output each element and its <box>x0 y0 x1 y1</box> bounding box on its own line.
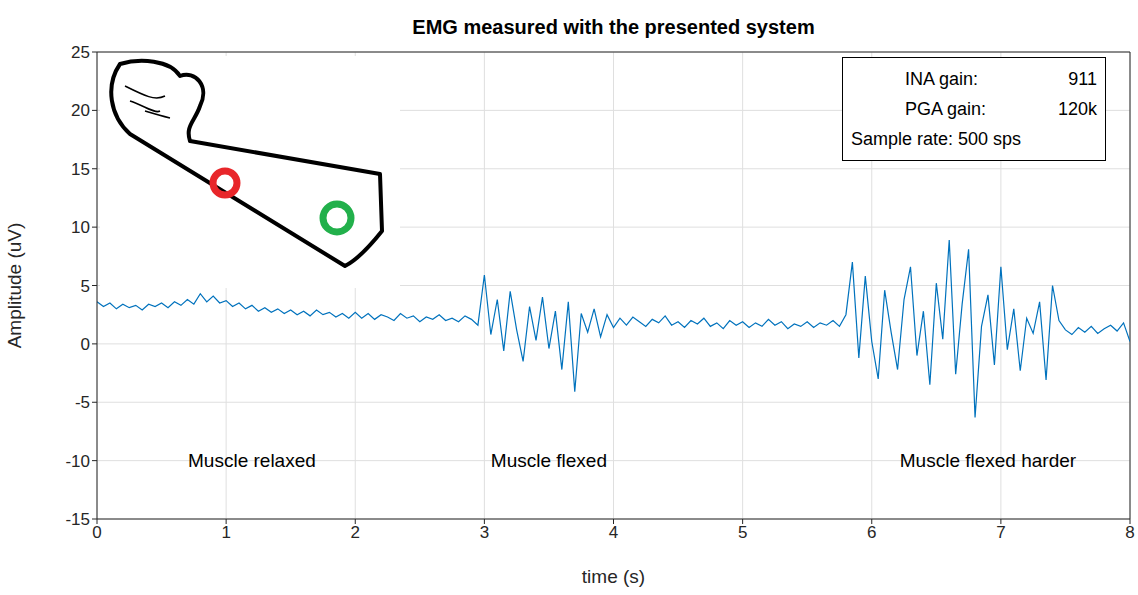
svg-text:3: 3 <box>480 523 489 542</box>
html-text:EMG measured with the presente: EMG measured with the presented system <box>412 16 815 38</box>
svg-text:1: 1 <box>221 523 230 542</box>
svg-text:4: 4 <box>609 523 618 542</box>
svg-text:0: 0 <box>81 335 90 354</box>
svg-text:-5: -5 <box>75 393 90 412</box>
html-text:INA gain:: INA gain: <box>905 69 978 89</box>
svg-text:6: 6 <box>867 523 876 542</box>
svg-text:-10: -10 <box>65 452 90 471</box>
svg-text:15: 15 <box>71 160 90 179</box>
svg-text:20: 20 <box>71 101 90 120</box>
svg-text:10: 10 <box>71 218 90 237</box>
svg-text:time (s): time (s) <box>582 566 645 587</box>
svg-text:Muscle relaxed: Muscle relaxed <box>188 450 316 471</box>
svg-text:Amplitude (uV): Amplitude (uV) <box>4 223 25 349</box>
html-text:PGA gain:: PGA gain: <box>905 99 987 119</box>
svg-text:5: 5 <box>738 523 747 542</box>
svg-text:Muscle flexed: Muscle flexed <box>491 450 607 471</box>
svg-text:0: 0 <box>92 523 101 542</box>
svg-text:7: 7 <box>996 523 1005 542</box>
html-text:Sample rate: 500 sps: Sample rate: 500 sps <box>851 129 1022 149</box>
svg-text:2: 2 <box>351 523 360 542</box>
svg-text:Muscle flexed harder: Muscle flexed harder <box>900 450 1077 471</box>
html-text:911: 911 <box>1068 69 1097 89</box>
svg-text:8: 8 <box>1125 523 1134 542</box>
svg-text:5: 5 <box>81 277 90 296</box>
svg-text:25: 25 <box>71 43 90 62</box>
svg-text:-15: -15 <box>65 510 90 529</box>
html-text:120k: 120k <box>1058 99 1097 119</box>
